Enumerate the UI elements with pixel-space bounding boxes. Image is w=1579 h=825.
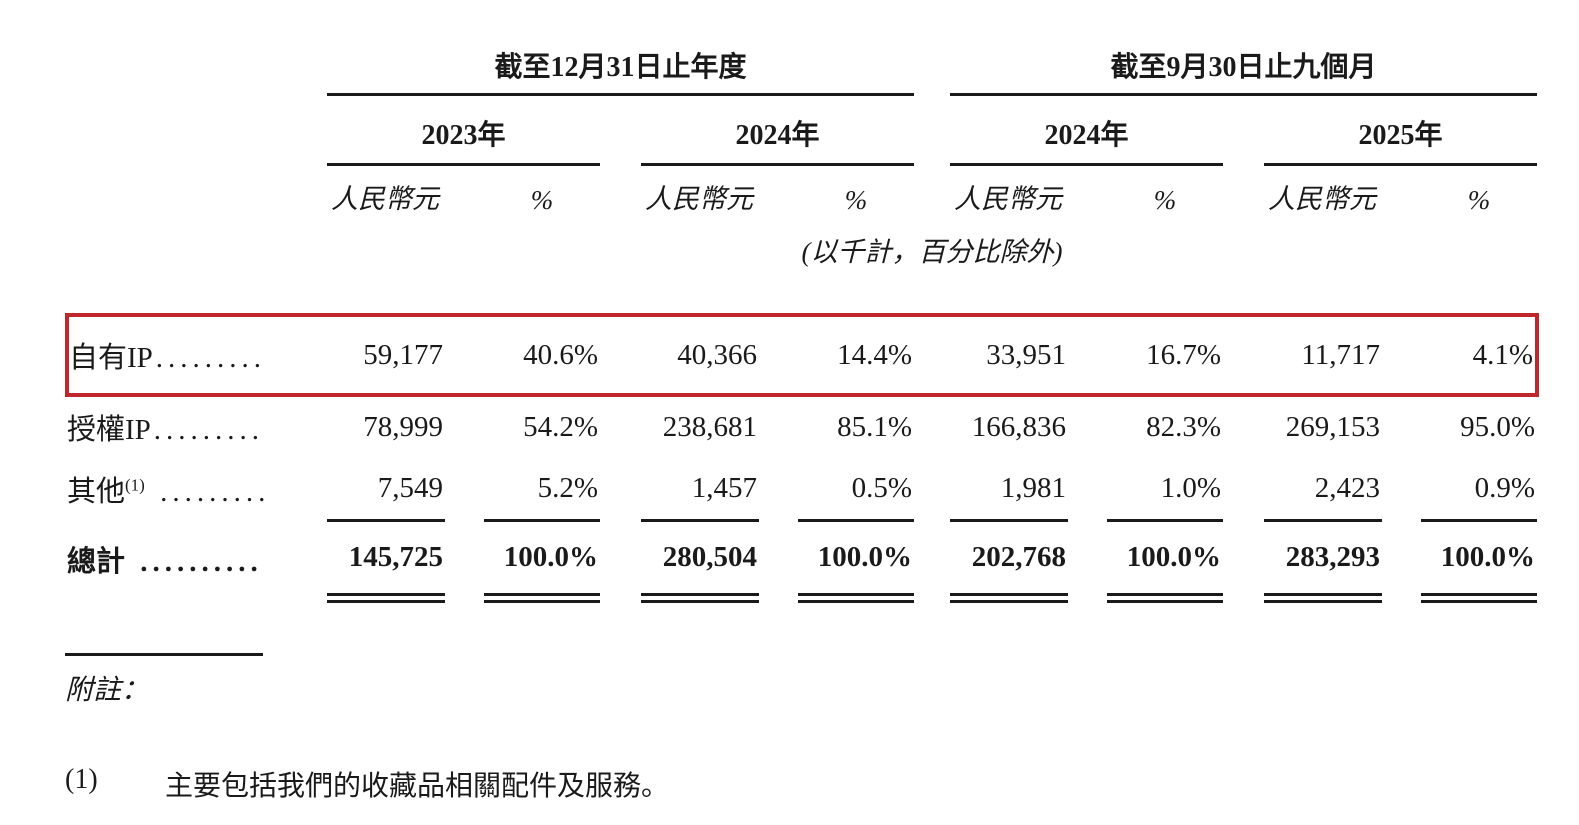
row-total: 總計 .......... 145,725 100.0% 280,504 100…: [67, 520, 1538, 603]
cell-value: 166,836: [971, 410, 1067, 443]
cell-value: 33,951: [950, 313, 1069, 397]
cell-value: 1,981: [950, 457, 1069, 522]
cell-value: 95.0%: [1460, 410, 1536, 443]
unit-note: (以千計，百分比除外): [801, 237, 1063, 267]
notes-heading: 附註：: [65, 675, 150, 706]
period-group-header-row: 截至12月31日止年度 截至9月30日止九個月: [67, 27, 1538, 96]
revenue-by-ip-table: 截至12月31日止年度 截至9月30日止九個月 2023年 2024年 2024…: [65, 27, 1540, 603]
cell-value: 11,717: [1264, 313, 1383, 397]
year-2024-9m-label: 2024年: [950, 94, 1224, 166]
footnote-marker-sup: (1): [125, 475, 145, 495]
cell-value: 5.2%: [484, 457, 600, 522]
cell-value: 2,423: [1264, 457, 1383, 522]
cell-value: 54.2%: [523, 410, 598, 443]
cell-value: 59,177: [327, 313, 445, 397]
row-own-ip-label: 自有IP.........: [65, 313, 327, 397]
cell-value: 16.7%: [1107, 313, 1224, 397]
dot-leader: ..........: [128, 546, 263, 579]
percent-header: %: [1467, 185, 1491, 215]
cell-total-value: 145,725: [327, 520, 445, 603]
cell-value: 14.4%: [798, 313, 915, 397]
cell-value: 78,999: [363, 410, 443, 443]
cell-value: 1,457: [641, 457, 759, 522]
year-header-row: 2023年 2024年 2024年 2025年: [67, 94, 1538, 166]
dot-leader: .........: [155, 342, 267, 374]
unit-note-row: (以千計，百分比除外): [67, 222, 1537, 277]
percent-header: %: [530, 185, 554, 215]
cell-value: 0.5%: [798, 457, 915, 522]
footnotes-section: 附註： (1) 主要包括我們的收藏品相關配件及服務。: [65, 653, 1579, 804]
cell-total-value: 100.0%: [1107, 520, 1224, 603]
cell-value: 1.0%: [1107, 457, 1224, 522]
row-others-label: 其他(1) .........: [67, 475, 271, 508]
cell-value: 82.3%: [1146, 410, 1222, 443]
year-2025-label: 2025年: [1264, 94, 1538, 166]
cell-value: 7,549: [327, 457, 445, 522]
row-own-ip: 自有IP......... 59,177 40.6% 40,366 14.4% …: [65, 313, 1540, 397]
period-group-9m-label: 截至9月30日止九個月: [950, 27, 1538, 96]
spacer-row: [67, 277, 1537, 315]
currency-header: 人民幣元: [1268, 184, 1377, 214]
row-licensed-ip-label: 授權IP.........: [67, 414, 265, 446]
dot-leader: .........: [147, 475, 271, 508]
cell-total-value: 100.0%: [484, 520, 600, 603]
row-total-label: 總計 ..........: [67, 546, 263, 579]
percent-header: %: [844, 185, 868, 215]
cell-total-value: 100.0%: [1421, 520, 1538, 603]
dot-leader: .........: [153, 414, 265, 446]
footnote-1: (1) 主要包括我們的收藏品相關配件及服務。: [65, 764, 1579, 804]
cell-value: 40.6%: [484, 313, 600, 397]
cell-total-value: 283,293: [1264, 520, 1383, 603]
currency-header: 人民幣元: [645, 184, 753, 214]
period-group-fy-label: 截至12月31日止年度: [327, 27, 915, 96]
cell-value: 269,153: [1285, 410, 1381, 443]
currency-header: 人民幣元: [331, 184, 439, 214]
cell-total-value: 280,504: [641, 520, 759, 603]
currency-header: 人民幣元: [954, 184, 1063, 214]
cell-value: 85.1%: [837, 410, 913, 443]
row-others: 其他(1) ......... 7,549 5.2% 1,457 0.5% 1,…: [67, 457, 1538, 522]
cell-total-value: 202,768: [950, 520, 1069, 603]
cell-value: 0.9%: [1421, 457, 1538, 522]
footnote-divider: [65, 653, 263, 656]
year-2023-label: 2023年: [327, 94, 600, 166]
subheader-row: 人民幣元 % 人民幣元 % 人民幣元 % 人民幣元 %: [67, 165, 1537, 223]
footnote-1-marker: (1): [65, 764, 98, 795]
percent-header: %: [1153, 185, 1177, 215]
cell-value: 238,681: [662, 410, 757, 443]
cell-value: 40,366: [641, 313, 759, 397]
prospectus-page: 截至12月31日止年度 截至9月30日止九個月 2023年 2024年 2024…: [0, 27, 1579, 825]
year-2024-label: 2024年: [641, 94, 915, 166]
cell-value: 4.1%: [1421, 313, 1540, 397]
cell-total-value: 100.0%: [798, 520, 915, 603]
row-licensed-ip: 授權IP......... 78,999 54.2% 238,681 85.1%…: [67, 395, 1537, 457]
footnote-1-text: 主要包括我們的收藏品相關配件及服務。: [165, 771, 670, 802]
